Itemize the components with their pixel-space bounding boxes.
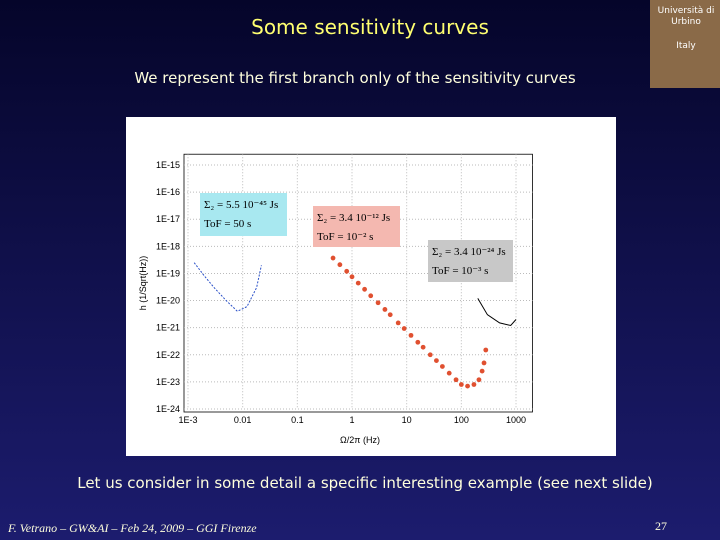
x-tick-label: 1E-3 bbox=[178, 415, 197, 425]
annotation-text: ToF = 10⁻² s bbox=[317, 231, 373, 243]
note: Let us consider in some detail a specifi… bbox=[77, 474, 653, 492]
logo-text: Università di bbox=[658, 6, 715, 16]
subtitle: We represent the first branch only of th… bbox=[134, 69, 575, 87]
logo-text: Italy bbox=[676, 41, 696, 51]
data-point bbox=[427, 352, 433, 358]
y-tick-label: 1E-15 bbox=[156, 160, 180, 170]
data-point bbox=[434, 358, 439, 363]
data-point bbox=[481, 360, 487, 366]
annotation-text: ToF = 10⁻³ s bbox=[432, 265, 488, 277]
y-tick-label: 1E-21 bbox=[156, 323, 180, 333]
chart-background bbox=[126, 117, 616, 456]
data-point bbox=[479, 368, 485, 374]
y-tick-label: 1E-24 bbox=[156, 404, 180, 414]
data-point bbox=[330, 255, 336, 261]
data-line bbox=[477, 298, 517, 327]
data-point bbox=[476, 377, 482, 383]
data-point bbox=[458, 382, 464, 387]
data-point bbox=[355, 280, 361, 286]
x-axis-label: Ω/2π (Hz) bbox=[340, 435, 380, 445]
logo-text: Urbino bbox=[671, 17, 701, 27]
data-point bbox=[362, 286, 368, 292]
data-point bbox=[453, 377, 459, 383]
data-point bbox=[387, 312, 393, 318]
data-point bbox=[420, 344, 426, 350]
x-tick-label: 0.01 bbox=[234, 415, 252, 425]
annotation-text: Σ₂ = 5.5 10⁻⁴⁵ Js bbox=[204, 199, 278, 211]
data-point bbox=[349, 274, 355, 280]
data-point bbox=[395, 320, 401, 326]
data-point bbox=[401, 326, 407, 331]
y-tick-label: 1E-23 bbox=[156, 377, 180, 387]
title: Some sensitivity curves bbox=[251, 15, 489, 39]
data-point bbox=[471, 382, 477, 387]
x-tick-label: 1 bbox=[349, 415, 354, 425]
y-tick-label: 1E-19 bbox=[156, 268, 180, 278]
data-point bbox=[344, 268, 350, 274]
data-point bbox=[446, 370, 452, 376]
x-tick-label: 1000 bbox=[506, 415, 526, 425]
annotation-text: Σ₂ = 3.4 10⁻²⁴ Js bbox=[432, 246, 506, 258]
data-point bbox=[483, 347, 489, 353]
plot-frame bbox=[183, 153, 533, 413]
data-point bbox=[408, 332, 414, 338]
y-tick-label: 1E-22 bbox=[156, 350, 180, 360]
chart: 1E-3 0.01 0.1 1 10 100 1000 1E-15 1E-16 1E-17 1E-1… bbox=[138, 153, 533, 445]
annotation-box bbox=[313, 206, 400, 247]
annotation-text: ToF = 50 s bbox=[204, 218, 251, 230]
y-tick-label: 1E-16 bbox=[156, 187, 180, 197]
x-tick-label: 10 bbox=[402, 415, 412, 425]
data-point bbox=[465, 383, 470, 389]
logo bbox=[650, 0, 720, 88]
data-line bbox=[193, 262, 262, 312]
y-axis-label: h (1/Sqrt(Hz)) bbox=[138, 256, 148, 311]
annotation-box bbox=[200, 193, 287, 236]
page-number: 27 bbox=[655, 519, 667, 533]
data-point bbox=[439, 364, 445, 369]
data-point bbox=[337, 262, 343, 268]
annotation-text: Σ₂ = 3.4 10⁻¹² Js bbox=[317, 212, 390, 224]
y-tick-label: 1E-18 bbox=[156, 241, 180, 251]
x-tick-label: 100 bbox=[454, 415, 469, 425]
x-tick-label: 0.1 bbox=[291, 415, 304, 425]
data-point bbox=[382, 307, 388, 312]
annotation-box bbox=[428, 240, 513, 282]
data-point bbox=[368, 293, 374, 299]
y-tick-label: 1E-20 bbox=[156, 296, 180, 306]
data-point bbox=[375, 300, 381, 306]
data-point bbox=[415, 339, 421, 345]
y-tick-label: 1E-17 bbox=[156, 214, 180, 224]
footer: F. Vetrano – GW&AI – Feb 24, 2009 – GGI … bbox=[7, 521, 257, 535]
